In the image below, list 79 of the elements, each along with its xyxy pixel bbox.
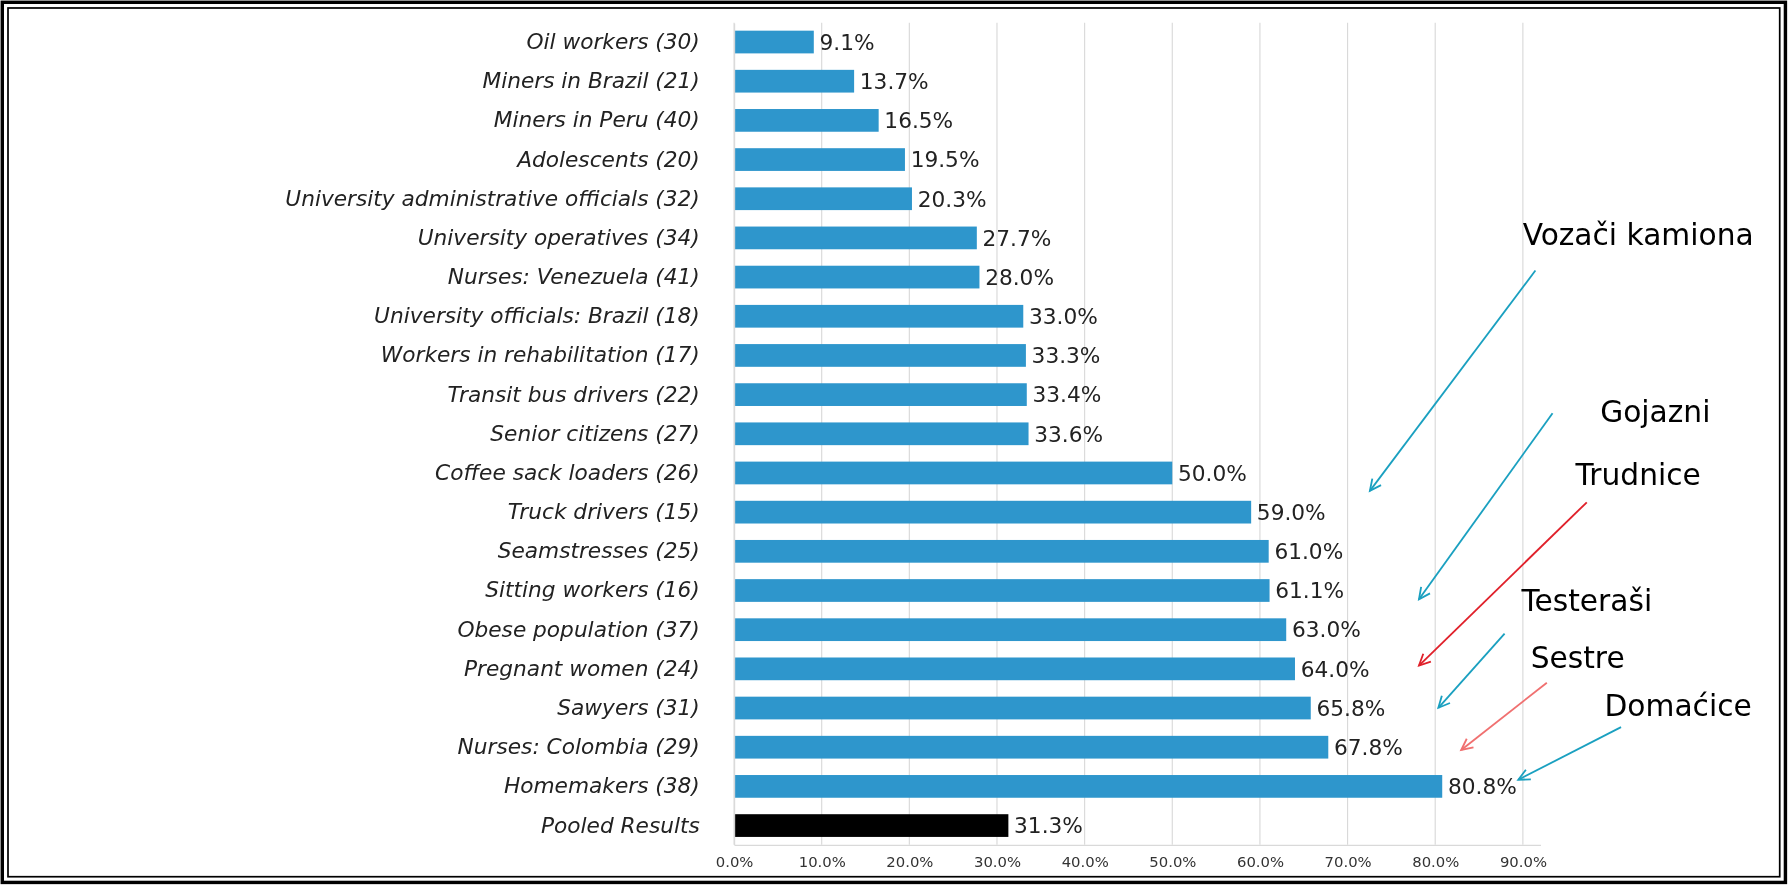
- y-tick-label: University operatives (34): [417, 224, 700, 250]
- y-tick-label: Adolescents (20): [515, 146, 700, 172]
- bar: [734, 579, 1270, 602]
- y-tick-label: Miners in Brazil (21): [482, 68, 700, 94]
- data-label: 27.7%: [982, 225, 1052, 251]
- data-label: 33.0%: [1028, 304, 1098, 330]
- y-tick-label: Nurses: Colombia (29): [457, 734, 700, 760]
- bar: [734, 344, 1026, 367]
- text: Gojazni: [1600, 394, 1711, 430]
- bar: [734, 814, 1009, 837]
- annotation: Sestre: [1530, 639, 1625, 675]
- y-tick-label: Coffee sack loaders (26): [435, 459, 700, 485]
- y-tick-label: Pooled Results: [540, 812, 700, 838]
- bar: [734, 69, 855, 93]
- x-tick-label: 80.0%: [1412, 852, 1460, 870]
- bar: [734, 383, 1027, 406]
- x-tick-label: 90.0%: [1499, 852, 1547, 870]
- y-tick-label: Senior citizens (27): [490, 420, 700, 446]
- y-tick-label: University administrative officials (32): [285, 185, 700, 211]
- bar: [734, 657, 1295, 681]
- bar: [734, 148, 905, 171]
- bar: [734, 618, 1287, 642]
- x-tick-label: 70.0%: [1324, 852, 1372, 870]
- annotation: Vozači kamiona: [1522, 217, 1754, 253]
- x-tick-label: 60.0%: [1236, 852, 1285, 870]
- y-tick-label: Sitting workers (16): [485, 577, 700, 603]
- x-tick-label: 50.0%: [1149, 852, 1197, 870]
- y-tick-label: Homemakers (38): [503, 773, 700, 799]
- y-tick-label: University officials: Brazil (18): [374, 303, 700, 329]
- y-tick-label: Obese population (37): [457, 616, 700, 642]
- data-label: 31.3%: [1014, 813, 1083, 839]
- data-label: 61.1%: [1275, 578, 1345, 604]
- bar: [734, 500, 1252, 524]
- bar: [734, 187, 912, 211]
- data-label: 16.5%: [884, 108, 954, 134]
- bar: [734, 304, 1024, 328]
- bar: [734, 696, 1311, 720]
- bar: [734, 109, 879, 132]
- data-label: 19.5%: [910, 147, 980, 173]
- data-label: 65.8%: [1316, 695, 1386, 721]
- data-label: 33.4%: [1032, 382, 1102, 408]
- y-tick-label: Workers in rehabilitation (17): [380, 342, 700, 368]
- text: Trudnice: [1574, 457, 1701, 493]
- x-tick-label: 30.0%: [974, 852, 1022, 870]
- y-tick-label: Nurses: Venezuela (41): [447, 264, 700, 290]
- bar: [734, 265, 980, 289]
- data-label: 20.3%: [917, 186, 987, 212]
- x-tick-label: 10.0%: [798, 852, 846, 870]
- y-tick-label: Pregnant women (24): [464, 655, 700, 681]
- bar: [734, 30, 814, 54]
- x-tick-label: 40.0%: [1061, 852, 1109, 870]
- data-label: 33.3%: [1031, 343, 1101, 369]
- y-tick-label: Miners in Peru (40): [493, 107, 700, 133]
- data-label: 13.7%: [859, 69, 929, 95]
- data-label: 33.6%: [1034, 421, 1104, 447]
- data-label: 67.8%: [1333, 735, 1403, 761]
- data-label: 9.1%: [819, 29, 875, 55]
- x-tick-label: 0.0%: [715, 852, 754, 870]
- y-tick-label: Sawyers (31): [557, 694, 700, 720]
- bar: [734, 422, 1029, 446]
- bar: [734, 539, 1269, 563]
- data-label: 64.0%: [1300, 656, 1370, 682]
- data-label: 59.0%: [1256, 499, 1326, 525]
- bar: [734, 461, 1173, 485]
- data-label: 80.8%: [1447, 774, 1517, 800]
- annotation: Testeraši: [1520, 582, 1653, 618]
- data-label: 28.0%: [985, 264, 1055, 290]
- data-label: 50.0%: [1177, 460, 1247, 486]
- text: Domaćice: [1604, 687, 1752, 723]
- x-tick-label: 20.0%: [886, 852, 934, 870]
- bar: [734, 735, 1329, 759]
- y-tick-label: Transit bus drivers (22): [447, 381, 700, 407]
- data-label: 63.0%: [1291, 617, 1361, 643]
- y-tick-label: Oil workers (30): [526, 28, 700, 54]
- data-label: 61.0%: [1274, 539, 1344, 565]
- y-tick-label: Truck drivers (15): [507, 499, 700, 525]
- bar: [734, 226, 977, 250]
- bar: [734, 775, 1443, 798]
- y-tick-label: Seamstresses (25): [497, 538, 700, 564]
